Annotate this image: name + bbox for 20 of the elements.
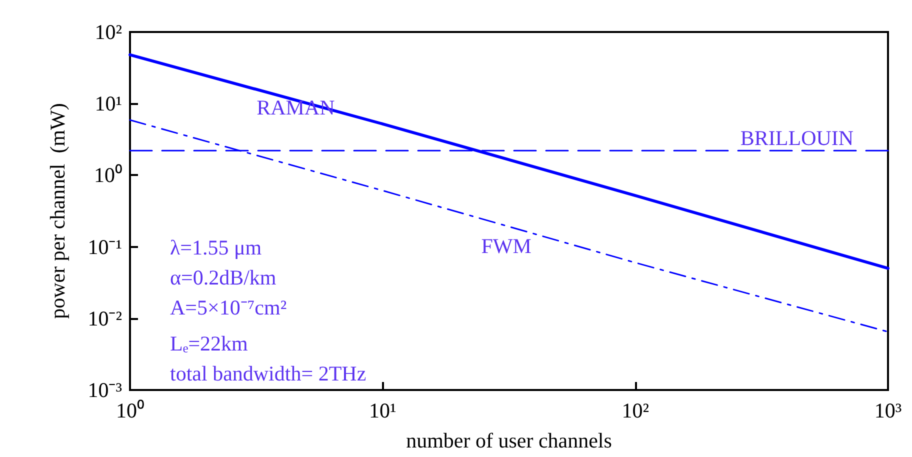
annotation: Lₑ=22km (170, 332, 248, 356)
y-tick-label: 10⁰ (94, 163, 122, 188)
annotation: total bandwidth= 2THz (170, 362, 366, 386)
annotation: A=5×10⁻⁷cm² (170, 296, 287, 320)
line-series (129, 119, 889, 333)
y-tick-label: 10² (94, 20, 122, 44)
series-label: FWM (481, 234, 532, 258)
y-tick-label: 10¹ (94, 92, 122, 116)
y-tick-label: 10⁻¹ (88, 234, 122, 259)
annotation: α=0.2dB/km (170, 266, 276, 290)
x-tick-label: 10² (622, 398, 649, 422)
annotation: λ=1.55 μm (170, 236, 262, 260)
x-tick-label: 10¹ (369, 398, 396, 422)
series-label: RAMAN (256, 95, 335, 120)
series-label: BRILLOUIN (740, 126, 854, 150)
y-tick-label: 10⁻² (88, 306, 122, 330)
line-series (128, 53, 890, 270)
x-tick-label: 10³ (874, 398, 902, 422)
x-axis-title: number of user channels (406, 428, 612, 452)
y-axis-title: power per channel (mW) (46, 103, 70, 319)
